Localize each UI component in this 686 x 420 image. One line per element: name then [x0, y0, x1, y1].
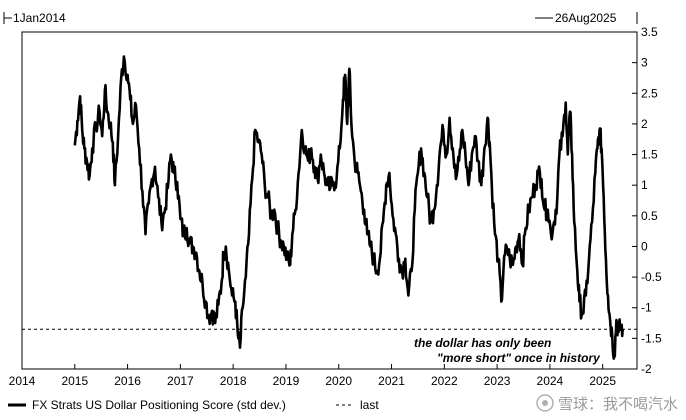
x-tick-label: 2019 — [273, 374, 300, 388]
x-tick-label: 2017 — [167, 374, 194, 388]
legend-label-last: last — [360, 398, 379, 412]
watermark-logo-dot-icon — [542, 400, 548, 406]
x-tick-label: 2021 — [378, 374, 405, 388]
annotation-line-1: the dollar has only been — [414, 336, 551, 350]
y-axis: 3.5 3 2.5 2 1.5 1 0.5 0 -0.5 -1 -1.5 -2 — [632, 25, 662, 376]
legend: FX Strats US Dollar Positioning Score (s… — [8, 398, 379, 412]
y-tick-label: 0 — [641, 239, 648, 253]
annotation-line-2: "more short" once in history — [437, 351, 601, 365]
x-axis: 2014 2015 2016 2017 2018 2019 2020 2021 2022 2023… — [9, 364, 616, 388]
x-tick-label: 2022 — [431, 374, 458, 388]
x-tick-label: 2024 — [537, 374, 564, 388]
range-end-label: 26Aug2025 — [555, 11, 617, 25]
x-tick-label: 2020 — [325, 374, 352, 388]
watermark: 雪球：我不喝汽水 — [536, 394, 678, 413]
y-tick-label: -0.5 — [641, 270, 662, 284]
x-tick-label: 2018 — [220, 374, 247, 388]
y-tick-label: 2 — [641, 117, 648, 131]
y-tick-label: 3.5 — [641, 25, 658, 39]
x-tick-label: 2014 — [9, 374, 36, 388]
range-start-label: 1Jan2014 — [13, 11, 66, 25]
watermark-logo-icon — [536, 394, 554, 412]
y-tick-label: -1.5 — [641, 331, 662, 345]
x-tick-label: 2025 — [589, 374, 616, 388]
x-tick-label: 2023 — [484, 374, 511, 388]
y-tick-label: -1 — [641, 301, 652, 315]
y-tick-label: 0.5 — [641, 209, 658, 223]
y-tick-label: -2 — [641, 362, 652, 376]
y-tick-label: 1 — [641, 178, 648, 192]
x-tick-label: 2015 — [61, 374, 88, 388]
y-tick-label: 2.5 — [641, 86, 658, 100]
watermark-text: 雪球：我不喝汽水 — [558, 395, 678, 413]
series-positioning-score-line — [73, 55, 624, 360]
annotation: the dollar has only been "more short" on… — [414, 336, 601, 365]
date-range-header: 1Jan2014 26Aug2025 — [3, 11, 638, 25]
y-tick-label: 1.5 — [641, 148, 658, 162]
y-tick-label: 3 — [641, 56, 648, 70]
x-tick-label: 2016 — [114, 374, 141, 388]
plot-frame — [21, 31, 638, 370]
legend-label-series: FX Strats US Dollar Positioning Score (s… — [32, 398, 286, 412]
